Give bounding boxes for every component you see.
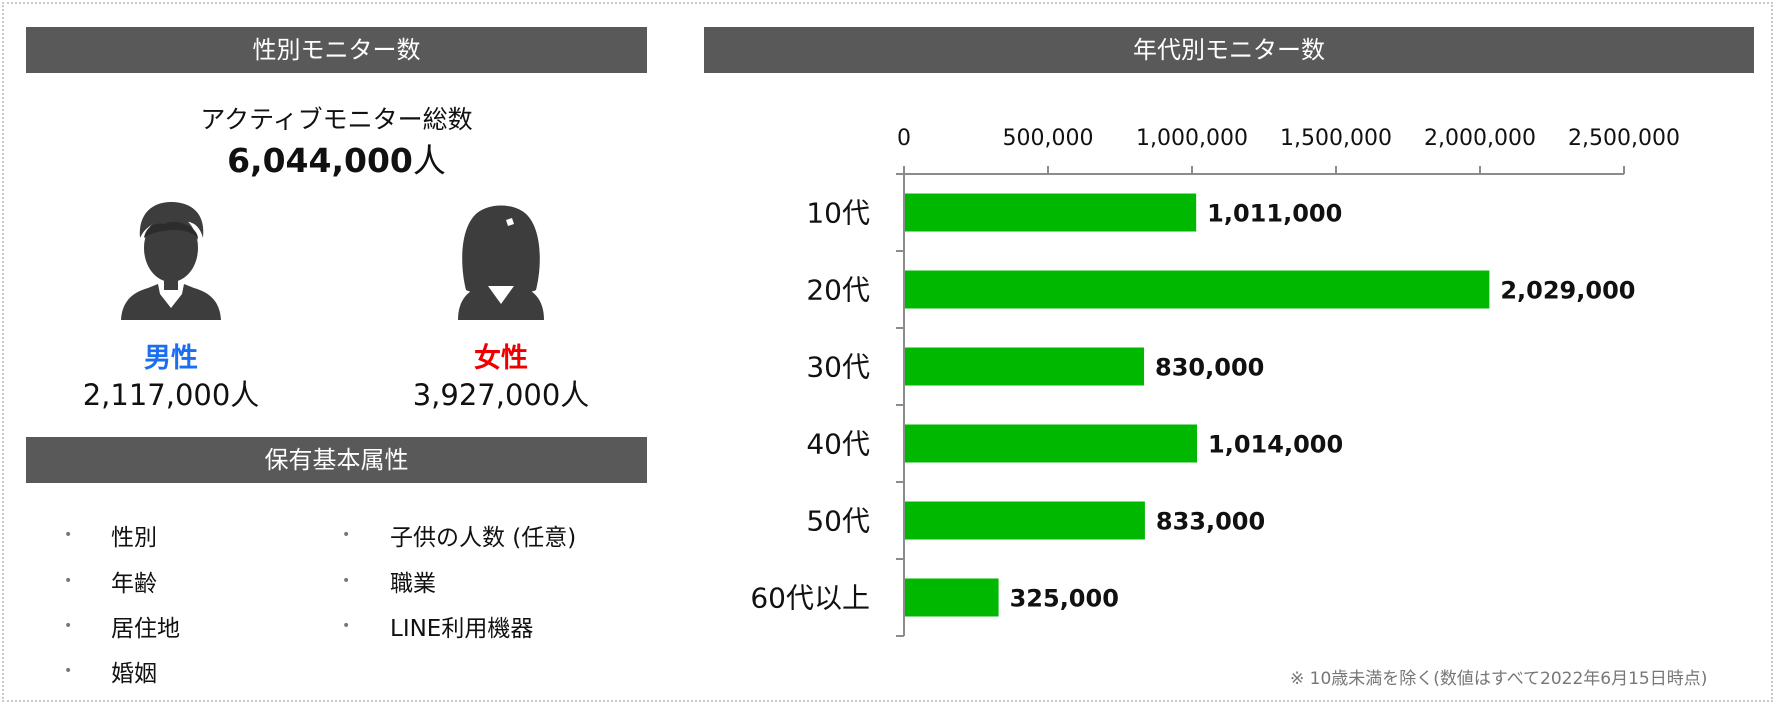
category-label: 60代以上	[750, 582, 870, 615]
male-count: 2,117,000人	[82, 378, 260, 412]
female-label: 女性	[474, 343, 528, 374]
bar	[905, 193, 1197, 232]
attribute-item: LINE利用機器	[390, 616, 534, 642]
female-person-icon	[446, 196, 556, 324]
category-label: 30代	[806, 351, 870, 384]
data-label: 833,000	[1156, 508, 1265, 536]
male-label: 男性	[144, 343, 198, 374]
x-tick-label: 2,500,000	[1568, 126, 1680, 151]
category-label: 50代	[806, 505, 870, 538]
age-panel-header: 年代別モニター数	[704, 27, 1754, 73]
bar	[905, 424, 1198, 463]
x-tick-label: 0	[897, 126, 911, 151]
x-tick-label: 1,500,000	[1280, 126, 1392, 151]
bullet-icon: •	[64, 527, 73, 543]
category-label: 20代	[806, 274, 870, 307]
bullet-icon: •	[64, 663, 73, 679]
total-monitors-unit: 人	[412, 141, 446, 180]
gender-panel-header: 性別モニター数	[26, 27, 647, 73]
bullet-icon: •	[342, 618, 351, 634]
x-tick-label: 1,000,000	[1136, 126, 1248, 151]
female-count: 3,927,000人	[412, 378, 590, 412]
bullet-icon: •	[64, 618, 73, 634]
bar	[905, 501, 1145, 540]
x-tick-label: 2,000,000	[1424, 126, 1536, 151]
male-person-icon	[116, 196, 226, 324]
category-label: 10代	[806, 197, 870, 230]
x-tick-label: 500,000	[1003, 126, 1094, 151]
bar	[905, 578, 999, 617]
bullet-icon: •	[64, 573, 73, 589]
bar	[905, 270, 1490, 309]
total-monitors-value: 6,044,000人	[26, 134, 647, 182]
attribute-item: 子供の人数 (任意)	[390, 525, 577, 551]
data-label: 1,014,000	[1208, 431, 1343, 459]
attributes-panel-header: 保有基本属性	[26, 437, 647, 483]
attribute-item: 職業	[390, 571, 436, 597]
attribute-item: 婚姻	[111, 661, 157, 687]
bullet-icon: •	[342, 573, 351, 589]
data-label: 2,029,000	[1500, 277, 1635, 305]
category-label: 40代	[806, 428, 870, 461]
attribute-item: 年齢	[111, 571, 157, 597]
total-monitors-label: アクティブモニター総数	[200, 105, 473, 134]
bullet-icon: •	[342, 527, 351, 543]
attribute-item: 性別	[111, 525, 157, 551]
bar	[905, 347, 1145, 386]
data-label: 830,000	[1155, 354, 1264, 382]
attribute-item: 居住地	[111, 616, 180, 642]
total-monitors-number: 6,044,000	[227, 141, 413, 180]
footnote: ※ 10歳未満を除く(数値はすべて2022年6月15日時点)	[1290, 669, 1708, 689]
data-label: 1,011,000	[1207, 200, 1342, 228]
data-label: 325,000	[1010, 585, 1119, 613]
